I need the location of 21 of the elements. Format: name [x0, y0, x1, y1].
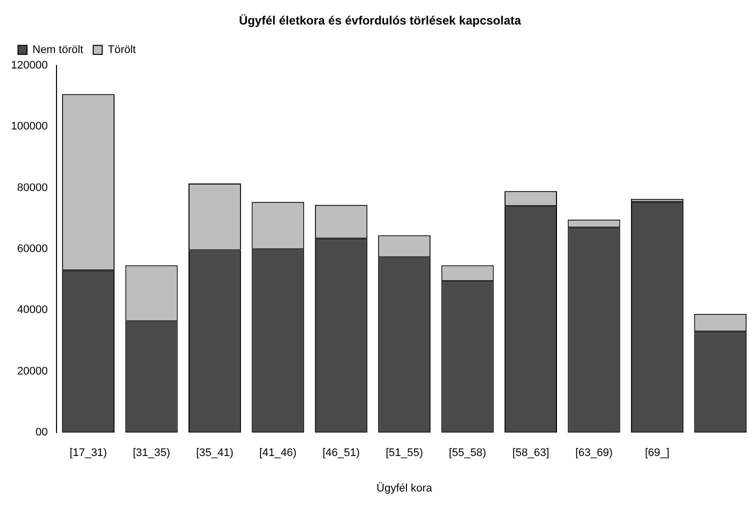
- y-tick-label: 20000: [17, 365, 48, 378]
- y-tick-label: 60000: [17, 243, 48, 256]
- x-tick-label: [63_69): [575, 447, 613, 460]
- y-tick-label: 100000: [10, 120, 48, 133]
- x-tick-label: [58_63]: [512, 447, 550, 460]
- x-tick-label: [46_51): [322, 447, 360, 460]
- x-tick-label: [51_55): [386, 447, 424, 460]
- y-tick-label: 120000: [10, 59, 48, 72]
- x-tick-label: [31_35): [132, 447, 170, 460]
- legend-label: Nem törölt: [32, 44, 84, 56]
- chart-title: Ügyfél életkora és évfordulós törlések kapcsolata: [238, 14, 522, 28]
- x-tick-label: [17_31): [70, 447, 107, 460]
- y-tick-label: 00: [35, 426, 48, 439]
- y-tick-label: 40000: [17, 304, 48, 316]
- x-axis-title: Ügyfél kora: [376, 481, 434, 494]
- x-tick-label: [35_41): [196, 447, 234, 460]
- x-tick-label: [41_46): [259, 447, 297, 460]
- y-tick-label: 80000: [17, 182, 48, 194]
- legend-label: Törölt: [108, 44, 136, 56]
- x-tick-label: [55_58): [448, 447, 486, 460]
- x-tick-label: [69_]: [644, 447, 670, 460]
